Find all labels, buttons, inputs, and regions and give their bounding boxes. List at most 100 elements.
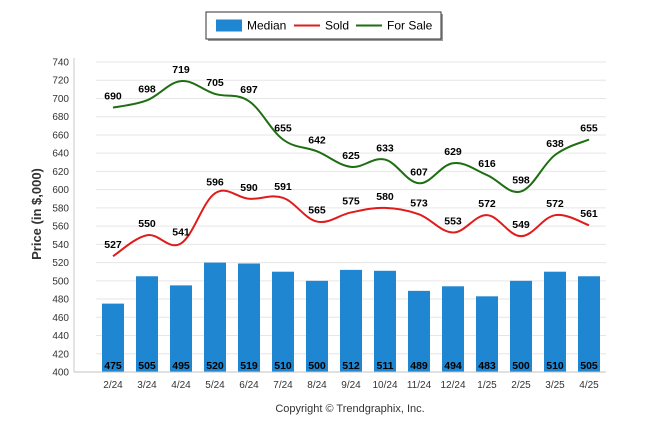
legend-box (205, 11, 442, 40)
median-bar-label: 483 (478, 360, 496, 372)
x-tick-label: 1/25 (477, 380, 497, 391)
sold-data-label: 550 (138, 218, 156, 230)
copyright-text: Copyright © Trendgraphix, Inc. (275, 403, 424, 415)
y-tick-label: 400 (52, 368, 69, 379)
median-bar (102, 303, 124, 372)
legend-label-sold: Sold (325, 19, 349, 33)
axes: 400 420 440 460 480 500 520 540 560 580 600 620 640 6… (52, 58, 606, 391)
sold-data-label: 573 (410, 197, 428, 209)
median-bar (408, 290, 430, 372)
for-sale-data-label: 625 (342, 150, 360, 162)
x-tick-label: 3/25 (545, 380, 565, 391)
y-tick-label: 700 (52, 94, 69, 105)
median-bar-label: 520 (206, 360, 224, 372)
y-tick-label: 460 (52, 313, 69, 324)
median-bar (374, 270, 396, 372)
for-sale-data-label: 616 (478, 158, 496, 170)
median-bar (170, 285, 192, 372)
median-bar-label: 500 (308, 360, 326, 372)
median-bar-label: 475 (104, 360, 122, 372)
median-bar-label: 489 (410, 360, 428, 372)
median-bar-label: 505 (138, 360, 156, 372)
grid (96, 61, 606, 355)
sold-data-label: 596 (206, 176, 224, 188)
for-sale-data-label: 697 (240, 84, 258, 96)
sold-data-label: 553 (444, 216, 462, 228)
y-tick-label: 640 (52, 149, 69, 160)
median-bar (442, 286, 464, 372)
for-sale-data-label: 598 (512, 174, 530, 186)
x-tick-label: 9/24 (341, 380, 361, 391)
y-tick-label: 620 (52, 167, 69, 178)
sold-line (112, 189, 590, 258)
y-tick-label: 520 (52, 258, 69, 269)
for-sale-data-label: 633 (376, 143, 394, 155)
sold-data-label: 572 (478, 198, 496, 210)
y-tick-label: 560 (52, 222, 69, 233)
median-bar-label: 512 (342, 360, 360, 372)
sold-data-label: 541 (172, 226, 190, 238)
for-sale-data-label: 607 (410, 166, 428, 178)
sold-data-label: 591 (274, 181, 292, 193)
for-sale-data-label: 629 (444, 146, 462, 158)
sold-data-label: 549 (512, 219, 530, 231)
x-tick-label: 2/25 (511, 380, 531, 391)
sold-data-label: 527 (104, 239, 122, 251)
y-tick-label: 720 (52, 76, 69, 87)
y-tick-label: 740 (52, 58, 69, 69)
sold-data-label: 561 (580, 208, 598, 220)
y-tick-label: 540 (52, 240, 69, 251)
x-tick-label: 4/25 (579, 380, 599, 391)
median-bar-label: 500 (512, 360, 530, 372)
median-bar-label: 510 (274, 360, 292, 372)
for-sale-data-label: 655 (274, 123, 292, 135)
x-tick-label: 7/24 (273, 380, 293, 391)
y-tick-label: 680 (52, 112, 69, 123)
y-tick-label: 480 (52, 295, 69, 306)
sold-data-label: 590 (240, 182, 258, 194)
median-bar (204, 262, 226, 372)
for-sale-data-label: 638 (546, 138, 564, 150)
y-tick-label: 600 (52, 185, 69, 196)
sold-data-label: 565 (308, 205, 326, 217)
median-bar-label: 511 (377, 360, 394, 372)
legend: Median Sold For Sale (205, 11, 443, 41)
legend-label-median: Median (247, 19, 286, 33)
median-bar (136, 276, 158, 372)
y-tick-label: 580 (52, 203, 69, 214)
legend-swatch-median (216, 19, 242, 32)
x-tick-label: 3/24 (137, 380, 157, 391)
x-tick-label: 10/24 (372, 380, 397, 391)
series-lines (112, 80, 590, 258)
x-tick-label: 2/24 (103, 380, 123, 391)
y-tick-label: 420 (52, 349, 69, 360)
x-tick-label: 8/24 (307, 380, 327, 391)
median-bar-label: 510 (546, 360, 564, 372)
for-sale-data-label: 655 (580, 123, 598, 135)
median-bar-label: 519 (240, 360, 258, 372)
median-bar-label: 495 (172, 360, 190, 372)
sold-data-label: 580 (376, 191, 394, 203)
median-bar (340, 269, 362, 372)
for-sale-data-label: 690 (104, 91, 122, 103)
x-tick-label: 5/24 (205, 380, 225, 391)
sold-data-label: 572 (546, 198, 564, 210)
y-axis-label: Price (in $,000) (29, 168, 44, 260)
for-sale-data-label: 719 (172, 64, 190, 76)
median-bar (272, 271, 294, 372)
median-bar-label: 505 (580, 360, 598, 372)
for-sale-data-label: 705 (206, 77, 224, 89)
for-sale-data-label: 642 (308, 134, 326, 146)
for-sale-line (112, 80, 590, 194)
y-tick-label: 660 (52, 130, 69, 141)
for-sale-data-label: 698 (138, 83, 156, 95)
median-bar (476, 296, 498, 372)
y-tick-label: 500 (52, 276, 69, 287)
x-tick-label: 12/24 (440, 380, 465, 391)
median-bar (578, 276, 600, 372)
x-tick-label: 6/24 (239, 380, 259, 391)
median-bar (544, 271, 566, 372)
legend-label-for-sale: For Sale (387, 19, 433, 33)
